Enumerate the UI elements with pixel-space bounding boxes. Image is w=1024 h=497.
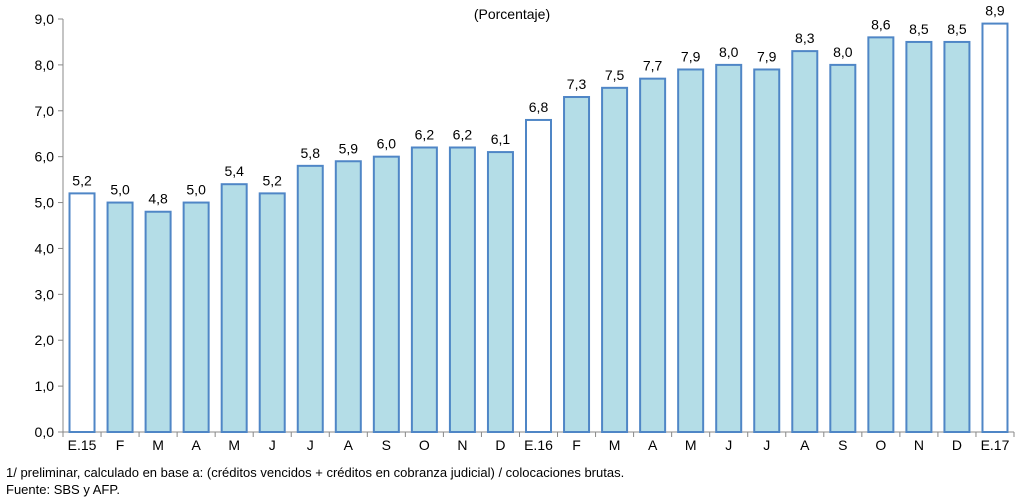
x-tick-label: A: [648, 437, 658, 453]
x-tick-label: A: [191, 437, 201, 453]
x-tick-label: M: [228, 437, 240, 453]
chart-subtitle: (Porcentaje): [473, 6, 551, 22]
bar: [601, 86, 629, 433]
y-tick-label: 1,0: [35, 378, 55, 394]
bar: [334, 160, 362, 433]
data-label: 8,5: [947, 21, 967, 37]
data-label: 5,2: [262, 172, 282, 188]
data-label: 8,0: [719, 44, 739, 60]
data-label: 6,1: [491, 131, 511, 147]
bar: [68, 192, 96, 433]
data-label: 8,5: [909, 21, 929, 37]
x-tick-label: O: [419, 437, 430, 453]
data-label: 5,9: [339, 140, 359, 156]
bar: [677, 68, 705, 433]
y-tick-label: 6,0: [35, 149, 55, 165]
x-tick-label: J: [725, 437, 732, 453]
bar: [525, 118, 552, 433]
data-label: 8,3: [795, 30, 815, 46]
x-tick-label: D: [952, 437, 962, 453]
bar: [296, 164, 324, 433]
x-tick-label: J: [269, 437, 276, 453]
x-tick-label: N: [914, 437, 924, 453]
x-tick-label: E.17: [981, 437, 1010, 453]
x-tick-label: F: [116, 437, 125, 453]
x-tick-label: O: [875, 437, 886, 453]
x-tick-label: A: [344, 437, 354, 453]
bar: [372, 155, 400, 434]
bars: [68, 22, 1009, 434]
y-tick-label: 2,0: [35, 332, 55, 348]
bar: [563, 96, 591, 433]
y-tick-label: 0,0: [35, 424, 55, 440]
x-tick-label: D: [495, 437, 505, 453]
bar: [182, 201, 210, 433]
data-label: 5,8: [301, 145, 321, 161]
bar: [753, 68, 781, 433]
bar: [258, 192, 286, 433]
data-label: 7,3: [567, 76, 587, 92]
footnote-source: Fuente: SBS y AFP.: [6, 482, 120, 497]
y-tick-label: 7,0: [35, 103, 55, 119]
data-label: 6,8: [529, 99, 549, 115]
y-tick-label: 8,0: [35, 57, 55, 73]
data-label: 5,0: [186, 182, 206, 198]
data-label: 7,7: [643, 58, 663, 74]
y-tick-label: 3,0: [35, 286, 55, 302]
y-tick-label: 4,0: [35, 240, 55, 256]
bar: [867, 36, 895, 433]
x-tick-label: J: [307, 437, 314, 453]
x-axis: E.15 F M A M J J A S O N D E.16 F M A M J J A S O N D E.17: [62, 431, 1015, 453]
x-tick-label: J: [763, 437, 770, 453]
bar: [220, 183, 248, 433]
x-tick-label: S: [838, 437, 847, 453]
bar: [829, 63, 857, 433]
y-tick-label: 5,0: [35, 195, 55, 211]
x-tick-label: N: [457, 437, 467, 453]
footnote-definition: 1/ preliminar, calculado en base a: (cré…: [6, 465, 625, 480]
x-tick-label: M: [152, 437, 164, 453]
bar: [486, 151, 514, 433]
data-label: 8,0: [833, 44, 853, 60]
bar: [448, 146, 476, 433]
data-labels: 5,2 5,0 4,8 5,0 5,4 5,2 5,8 5,9 6,0 6,2 6,2 6,1 6,8 7…: [72, 3, 1005, 207]
data-label: 6,0: [377, 136, 397, 152]
x-tick-label: A: [800, 437, 810, 453]
data-label: 5,0: [110, 182, 130, 198]
bar: [106, 201, 134, 433]
bar: [791, 50, 819, 433]
bar: [144, 210, 172, 433]
bar: [905, 40, 933, 433]
data-label: 7,9: [681, 48, 701, 64]
x-tick-label: F: [572, 437, 581, 453]
x-tick-label: M: [685, 437, 697, 453]
data-label: 4,8: [148, 191, 168, 207]
data-label: 8,6: [871, 16, 891, 32]
data-label: 7,9: [757, 48, 777, 64]
bar: [943, 40, 971, 433]
data-label: 6,2: [453, 126, 473, 142]
bar: [715, 63, 743, 433]
data-label: 6,2: [415, 126, 435, 142]
y-tick-label: 9,0: [35, 11, 55, 27]
data-label: 8,9: [985, 3, 1005, 19]
data-label: 7,5: [605, 67, 625, 83]
x-tick-label: S: [382, 437, 391, 453]
bar: [410, 146, 438, 433]
bar: [981, 22, 1009, 433]
data-label: 5,4: [224, 163, 244, 179]
bar: [639, 77, 667, 434]
data-label: 5,2: [72, 172, 92, 188]
x-tick-label: M: [609, 437, 621, 453]
x-tick-label: E.16: [524, 437, 553, 453]
y-axis: 0,0 1,0 2,0 3,0 4,0 5,0 6,0 7,0 8,0 9,0: [35, 11, 64, 440]
x-tick-label: E.15: [68, 437, 97, 453]
